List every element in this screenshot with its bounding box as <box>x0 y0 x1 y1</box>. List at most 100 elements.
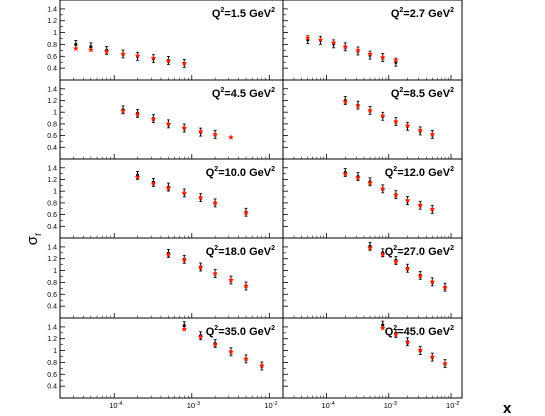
q2-value: =1.5 GeV <box>224 8 271 20</box>
panel-1: 0.40.60.811.21.4 Q2=1.5 GeV2 <box>47 0 284 81</box>
x-tick-base: 10 <box>322 401 330 410</box>
panel-frame <box>282 317 463 399</box>
data-marker <box>182 324 186 328</box>
model-point <box>243 355 249 362</box>
model-point <box>417 347 424 353</box>
model-point <box>393 331 399 338</box>
q2-symbol: Q <box>206 246 215 258</box>
model-point <box>181 189 188 196</box>
y-tick-label: 0.4 <box>47 145 57 152</box>
x-tick-exponent: -2 <box>454 401 459 407</box>
model-point <box>417 202 424 208</box>
model-point <box>197 333 204 340</box>
model-point <box>212 341 218 348</box>
model-point <box>243 283 249 289</box>
y-tick-label: 1.4 <box>47 6 57 13</box>
y-tick-label: 1.4 <box>47 165 57 172</box>
q2-label: Q2=45.0 GeV2 <box>385 325 454 338</box>
q2-value: =35.0 GeV <box>218 326 272 338</box>
model-point <box>355 47 361 53</box>
q2-superscript: 2 <box>220 7 224 14</box>
q2-label: Q2=4.5 GeV2 <box>212 87 275 100</box>
model-point <box>228 134 234 140</box>
model-point <box>367 245 373 251</box>
x-tick-exponent: -4 <box>330 401 335 407</box>
model-point <box>165 251 172 258</box>
q2-symbol: Q <box>212 88 221 100</box>
model-point <box>379 185 386 192</box>
model-point <box>304 34 311 41</box>
x-tick-label: 10-3 <box>384 401 397 410</box>
x-tick-base: 10 <box>384 401 392 410</box>
model-point <box>393 192 399 198</box>
model-point <box>342 171 349 177</box>
y-tick-label: 0.6 <box>47 372 57 379</box>
model-point <box>165 120 172 127</box>
model-point <box>88 46 94 53</box>
model-point <box>367 179 373 186</box>
q2-value: =8.5 GeV <box>403 88 450 100</box>
data-marker <box>74 42 78 47</box>
y-tick-label: 0.8 <box>47 360 57 367</box>
q2-superscript: 2 <box>393 166 397 173</box>
model-point <box>330 39 337 46</box>
y-tick-label: 0.4 <box>47 66 57 73</box>
y-tick-label: 1 <box>53 348 57 355</box>
y-tick-label: 1 <box>53 30 57 37</box>
q2-symbol: Q <box>385 326 394 338</box>
model-point <box>429 206 436 212</box>
q2-value: =45.0 GeV <box>397 326 451 338</box>
q2-superscript: 2 <box>393 245 397 252</box>
model-point <box>367 50 373 57</box>
panel-5: 0.40.60.811.21.4 Q2=10.0 GeV2 <box>47 158 284 239</box>
y-tick-label: 1.2 <box>47 177 57 184</box>
q2-symbol: Q <box>391 88 400 100</box>
y-tick-label: 0.8 <box>47 280 57 287</box>
q2-unit-superscript: 2 <box>450 166 454 173</box>
q2-label: Q2=35.0 GeV2 <box>206 325 275 338</box>
q2-unit-superscript: 2 <box>450 87 454 94</box>
model-point <box>212 131 218 137</box>
y-tick-label: 1 <box>53 189 57 196</box>
q2-unit-superscript: 2 <box>450 245 454 252</box>
q2-symbol: Q <box>206 326 215 338</box>
x-tick-exponent: -3 <box>195 401 200 407</box>
model-point <box>150 55 157 61</box>
q2-symbol: Q <box>385 167 394 179</box>
q2-superscript: 2 <box>220 87 224 94</box>
panel-9: 0.40.60.811.21.410-4 10-3 10-2Q2=35.0 GeV2 <box>47 317 284 410</box>
y-tick-label: 1.4 <box>47 244 57 251</box>
model-point <box>181 326 188 332</box>
q2-superscript: 2 <box>399 87 403 94</box>
x-tick-label: 10-3 <box>187 401 200 410</box>
q2-unit-superscript: 2 <box>271 7 275 14</box>
x-tick-base: 10 <box>264 401 272 410</box>
model-point <box>243 209 249 216</box>
model-point <box>134 111 141 117</box>
x-tick-base: 10 <box>109 401 117 410</box>
q2-symbol: Q <box>385 246 394 258</box>
model-point <box>404 122 411 129</box>
q2-value: =18.0 GeV <box>218 246 272 258</box>
model-point <box>404 197 411 203</box>
model-point <box>181 124 188 131</box>
model-point <box>212 199 218 206</box>
y-tick-label: 0.8 <box>47 121 57 128</box>
x-tick-exponent: -2 <box>273 401 278 407</box>
model-point <box>120 108 126 114</box>
q2-unit-superscript: 2 <box>271 87 275 94</box>
q2-unit-superscript: 2 <box>271 245 275 252</box>
x-tick-label: 10-2 <box>264 401 277 410</box>
q2-unit-superscript: 2 <box>450 325 454 332</box>
q2-label: Q2=2.7 GeV2 <box>391 7 454 20</box>
model-point <box>134 174 141 180</box>
model-point <box>355 174 361 181</box>
model-point <box>393 118 399 124</box>
model-point <box>181 256 188 263</box>
q2-value: =12.0 GeV <box>397 167 451 179</box>
q2-superscript: 2 <box>214 325 218 332</box>
q2-label: Q2=10.0 GeV2 <box>206 166 275 179</box>
y-tick-label: 0.4 <box>47 304 57 311</box>
x-tick-exponent: -4 <box>118 401 123 407</box>
y-tick-label: 0.6 <box>47 212 57 219</box>
